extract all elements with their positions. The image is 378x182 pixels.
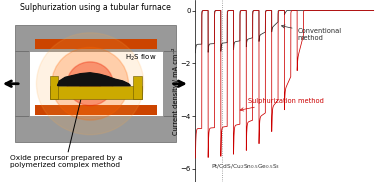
- Text: Oxide precursor prepared by a
polymerized complex method: Oxide precursor prepared by a polymerize…: [9, 93, 122, 168]
- Bar: [34, 39, 157, 49]
- Bar: [133, 76, 142, 99]
- Text: Sulphurization using a tubular furnace: Sulphurization using a tubular furnace: [20, 3, 171, 12]
- Bar: [15, 51, 29, 116]
- Text: Conventional
method: Conventional method: [282, 25, 342, 41]
- Y-axis label: Current density / mA cm⁻²: Current density / mA cm⁻²: [172, 47, 179, 135]
- Bar: [163, 51, 177, 116]
- Bar: [15, 25, 177, 51]
- Text: Sulphurization method: Sulphurization method: [240, 98, 324, 111]
- Circle shape: [36, 33, 144, 135]
- Bar: [29, 51, 163, 116]
- Circle shape: [52, 47, 129, 120]
- Text: Pt/CdS/Cu$_2$Sn$_{0.5}$Ge$_{0.5}$S$_3$: Pt/CdS/Cu$_2$Sn$_{0.5}$Ge$_{0.5}$S$_3$: [211, 163, 280, 171]
- Bar: [50, 86, 142, 99]
- Bar: [34, 105, 157, 115]
- Text: H$_2$S flow: H$_2$S flow: [125, 53, 156, 63]
- Circle shape: [79, 74, 101, 94]
- Polygon shape: [57, 73, 130, 86]
- Circle shape: [67, 62, 113, 106]
- Bar: [15, 116, 177, 142]
- Bar: [50, 76, 59, 99]
